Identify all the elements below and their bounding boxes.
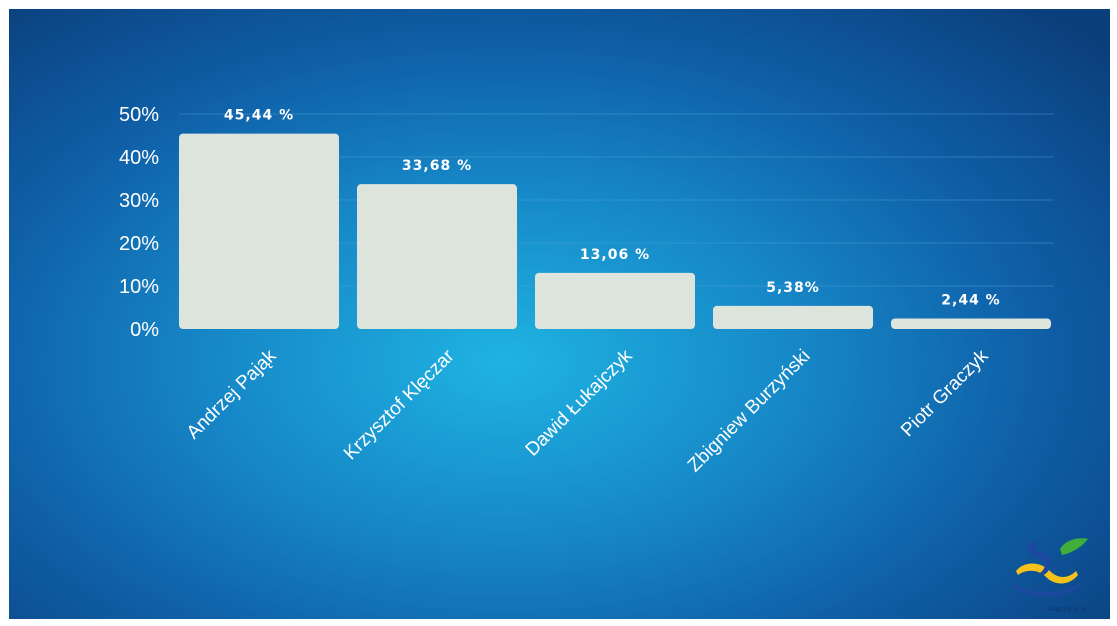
bar: [179, 133, 339, 329]
logo-text: sobczyce.pl: [1047, 606, 1088, 613]
data-label: 13,06 %: [580, 247, 650, 263]
x-tick-label: Andrzej Pająk: [183, 345, 281, 443]
y-tick-label: 20%: [119, 233, 159, 255]
x-tick-label: Zbigniew Burzyński: [684, 346, 815, 477]
data-label: 5,38%: [766, 280, 820, 296]
bar: [891, 318, 1051, 329]
bar: [535, 272, 695, 329]
bar: [713, 305, 873, 329]
chart-canvas: 0% 10% 20% 30% 40% 50% 45,44 % Andrzej Pająk 33,…: [9, 9, 1110, 619]
bar-chart: 0% 10% 20% 30% 40% 50% 45,44 % Andrzej Pająk 33,…: [119, 104, 1054, 477]
y-tick-label: 50%: [119, 104, 159, 126]
data-label: 2,44 %: [941, 293, 1000, 309]
bar: [357, 184, 517, 329]
data-label: 45,44 %: [224, 108, 294, 124]
y-tick-label: 40%: [119, 147, 159, 169]
y-tick-label: 30%: [119, 190, 159, 212]
x-tick-label: Krzysztof Klęczar: [340, 345, 459, 464]
swan-logo-icon: [1012, 538, 1088, 597]
y-tick-label: 10%: [119, 276, 159, 298]
x-tick-label: Dawid Łukajczyk: [522, 345, 637, 460]
x-tick-label: Piotr Graczyk: [897, 345, 993, 441]
y-tick-label: 0%: [130, 319, 159, 341]
data-label: 33,68 %: [402, 158, 472, 174]
